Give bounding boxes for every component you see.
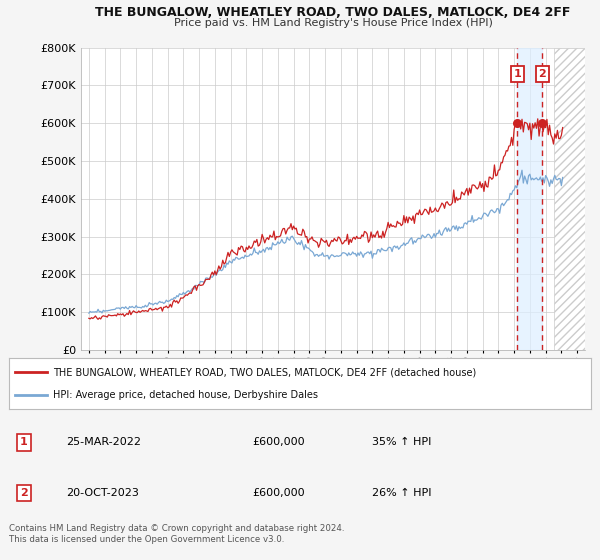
Text: HPI: Average price, detached house, Derbyshire Dales: HPI: Average price, detached house, Derb… bbox=[53, 390, 317, 400]
Text: £600,000: £600,000 bbox=[252, 488, 305, 498]
Text: Contains HM Land Registry data © Crown copyright and database right 2024.
This d: Contains HM Land Registry data © Crown c… bbox=[9, 524, 344, 544]
Text: 20-OCT-2023: 20-OCT-2023 bbox=[66, 488, 139, 498]
Text: 1: 1 bbox=[514, 69, 521, 79]
Text: THE BUNGALOW, WHEATLEY ROAD, TWO DALES, MATLOCK, DE4 2FF: THE BUNGALOW, WHEATLEY ROAD, TWO DALES, … bbox=[95, 6, 571, 18]
Text: 35% ↑ HPI: 35% ↑ HPI bbox=[372, 437, 431, 447]
Bar bbox=[517, 48, 542, 350]
Text: 2: 2 bbox=[20, 488, 28, 498]
Text: Price paid vs. HM Land Registry's House Price Index (HPI): Price paid vs. HM Land Registry's House … bbox=[173, 18, 493, 28]
Point bbox=[538, 119, 547, 128]
Point bbox=[512, 119, 522, 128]
Text: THE BUNGALOW, WHEATLEY ROAD, TWO DALES, MATLOCK, DE4 2FF (detached house): THE BUNGALOW, WHEATLEY ROAD, TWO DALES, … bbox=[53, 367, 476, 377]
Text: 2: 2 bbox=[538, 69, 546, 79]
Text: 26% ↑ HPI: 26% ↑ HPI bbox=[372, 488, 431, 498]
Text: £600,000: £600,000 bbox=[252, 437, 305, 447]
Bar bbox=[554, 48, 585, 350]
Text: 25-MAR-2022: 25-MAR-2022 bbox=[66, 437, 141, 447]
Text: 1: 1 bbox=[20, 437, 28, 447]
